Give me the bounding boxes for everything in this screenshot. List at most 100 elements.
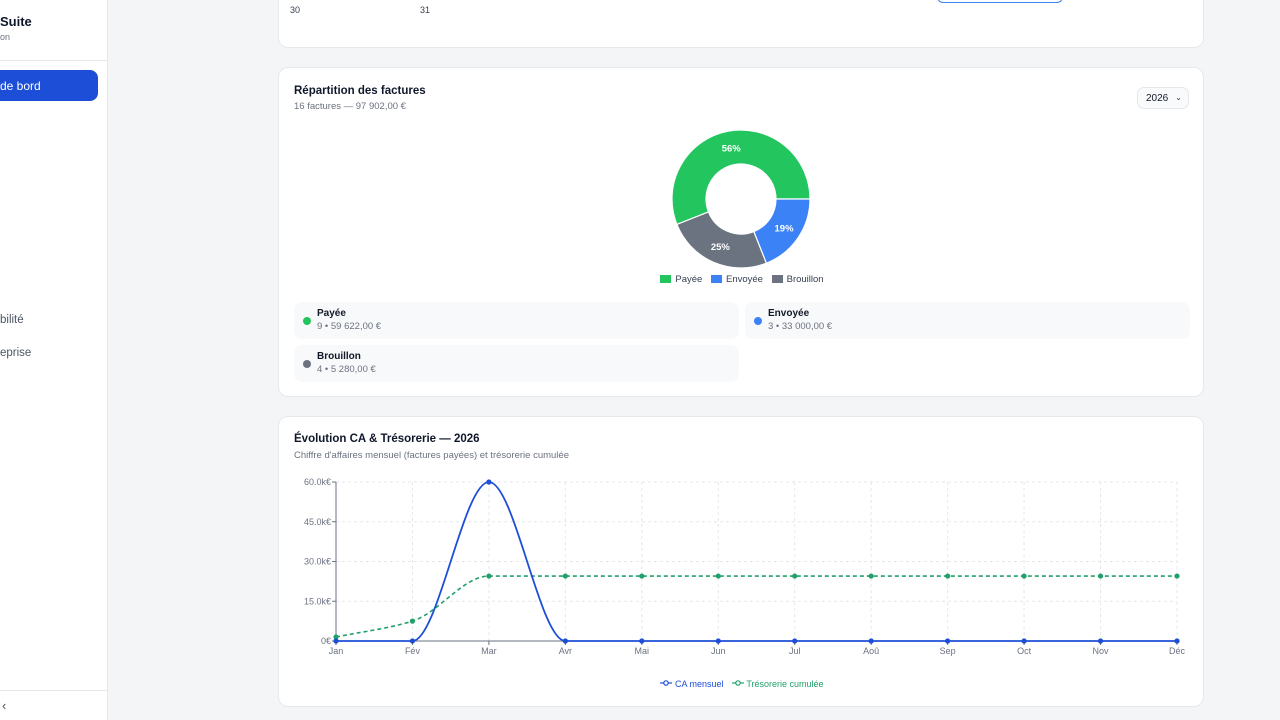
chevron-down-icon: ⌄ [1175,93,1182,102]
sidebar-divider [0,60,107,61]
data-point-treasury[interactable] [562,573,568,579]
data-point-treasury[interactable] [333,634,339,640]
x-tick-label: Jul [789,646,801,656]
data-point-revenue[interactable] [792,638,798,644]
legend-line-icon [660,680,673,686]
y-tick-label: 30.0k€ [304,557,331,567]
y-tick-label: 15.0k€ [304,596,331,606]
sidebar-item-company[interactable]: eprise [0,347,32,359]
card-subtitle: 16 factures — 97 902,00 € [294,101,406,112]
donut-slice-0[interactable] [671,129,811,226]
card-title: Répartition des factures [294,85,426,97]
data-point-treasury[interactable] [1097,573,1104,579]
status-dot [754,317,762,325]
revenue-treasury-card: Évolution CA & Trésorerie — 2026 Chiffre… [278,416,1204,707]
brand-subtitle: on [0,32,11,42]
calendar-card: 30 31 [278,0,1204,48]
data-point-revenue[interactable] [715,638,721,644]
card-subtitle: Chiffre d'affaires mensuel (factures pay… [294,450,569,461]
stat-name: Envoyée [768,308,810,319]
data-point-revenue[interactable] [1097,638,1104,644]
status-dot [303,317,311,325]
x-tick-label: Mar [481,646,497,656]
data-point-revenue[interactable] [486,479,492,485]
x-tick-label: Aoû [863,646,879,656]
brand-name: Suite [0,14,32,29]
collapse-sidebar-icon[interactable]: ‹ [2,698,7,713]
legend-label: Payée [675,274,703,285]
data-point-treasury[interactable] [639,573,645,579]
stat-box-paid: Payée 9 • 59 622,00 € [294,302,739,339]
data-point-revenue[interactable] [639,638,645,644]
sidebar-bottom-divider [0,690,107,691]
data-point-treasury[interactable] [945,573,951,579]
legend-swatch [710,275,722,283]
invoice-donut-chart: 56% 25% 19% [671,129,811,268]
data-point-treasury[interactable] [1021,573,1027,579]
data-point-treasury[interactable] [1174,573,1180,579]
x-tick-label: Déc [1169,646,1186,656]
data-point-revenue[interactable] [1174,638,1180,644]
legend-item-treasury[interactable]: Trésorerie cumulée [732,679,824,689]
x-tick-label: Avr [559,646,572,656]
legend-item-revenue[interactable]: CA mensuel [660,679,723,689]
data-point-treasury[interactable] [486,573,492,579]
series-line-treasury [335,575,1177,638]
legend-item-paid[interactable]: Payée [660,274,702,285]
calendar-day[interactable]: 31 [420,5,431,15]
legend-swatch [660,275,672,283]
sidebar: Suite on de bord bilité eprise ‹ [0,0,108,720]
data-point-treasury[interactable] [715,573,721,579]
y-tick-label: 0€ [321,636,331,646]
donut-slice-label: 25% [711,242,731,253]
data-point-treasury[interactable] [409,618,416,624]
legend-label: Envoyée [725,274,763,285]
data-point-revenue[interactable] [409,638,416,644]
donut-slice-2[interactable] [753,198,811,264]
donut-slice-1[interactable] [676,211,768,268]
legend-label: Trésorerie cumulée [746,679,824,689]
sidebar-item-dashboard[interactable]: de bord [0,70,98,101]
donut-slice-label: 56% [722,143,742,154]
data-point-revenue[interactable] [868,638,874,644]
y-tick-label: 45.0k€ [304,517,331,527]
donut-legend: Payée Envoyée Brouillon [279,274,1205,285]
stat-value: 3 • 33 000,00 € [768,321,833,332]
x-tick-label: Oct [1017,646,1032,656]
x-tick-label: Nov [1093,646,1110,656]
x-tick-label: Jan [329,646,344,656]
year-select-value: 2026 [1146,93,1169,104]
legend-item-draft[interactable]: Brouillon [771,274,824,285]
sidebar-item-accounting[interactable]: bilité [0,314,24,326]
data-point-treasury[interactable] [792,573,798,579]
x-tick-label: Jun [711,646,726,656]
legend-label: Brouillon [786,274,824,285]
legend-swatch [771,275,783,283]
stat-box-draft: Brouillon 4 • 5 280,00 € [294,345,739,382]
data-point-revenue[interactable] [945,638,951,644]
x-tick-label: Fév [405,646,421,656]
x-tick-label: Sep [940,646,956,656]
legend-label: CA mensuel [674,679,724,689]
donut-slice-label: 19% [775,224,795,235]
legend-item-sent[interactable]: Envoyée [710,274,763,285]
year-select[interactable]: 2026 ⌄ [1137,87,1189,109]
legend-line-icon [732,680,744,686]
data-point-revenue[interactable] [1021,638,1027,644]
invoice-distribution-card: Répartition des factures 16 factures — 9… [278,67,1204,397]
stat-name: Payée [317,308,346,319]
revenue-line-chart: 0€ 15.0k€ 30.0k€ 45.0k€ 60.0k€ Jan Fév Mar Avr Ma… [304,477,1186,656]
x-tick-label: Mai [635,646,650,656]
data-point-treasury[interactable] [868,573,874,579]
status-dot [303,360,311,368]
calendar-action-button[interactable] [937,0,1063,3]
data-point-revenue[interactable] [333,638,339,644]
stat-name: Brouillon [317,351,361,362]
brand: Suite on [0,14,32,42]
stat-value: 4 • 5 280,00 € [317,364,376,375]
card-title: Évolution CA & Trésorerie — 2026 [294,433,480,445]
calendar-day[interactable]: 30 [290,5,301,15]
line-legend: CA mensuel Trésorerie cumulée [279,679,1205,689]
stat-box-sent: Envoyée 3 • 33 000,00 € [745,302,1190,339]
data-point-revenue[interactable] [562,638,568,644]
